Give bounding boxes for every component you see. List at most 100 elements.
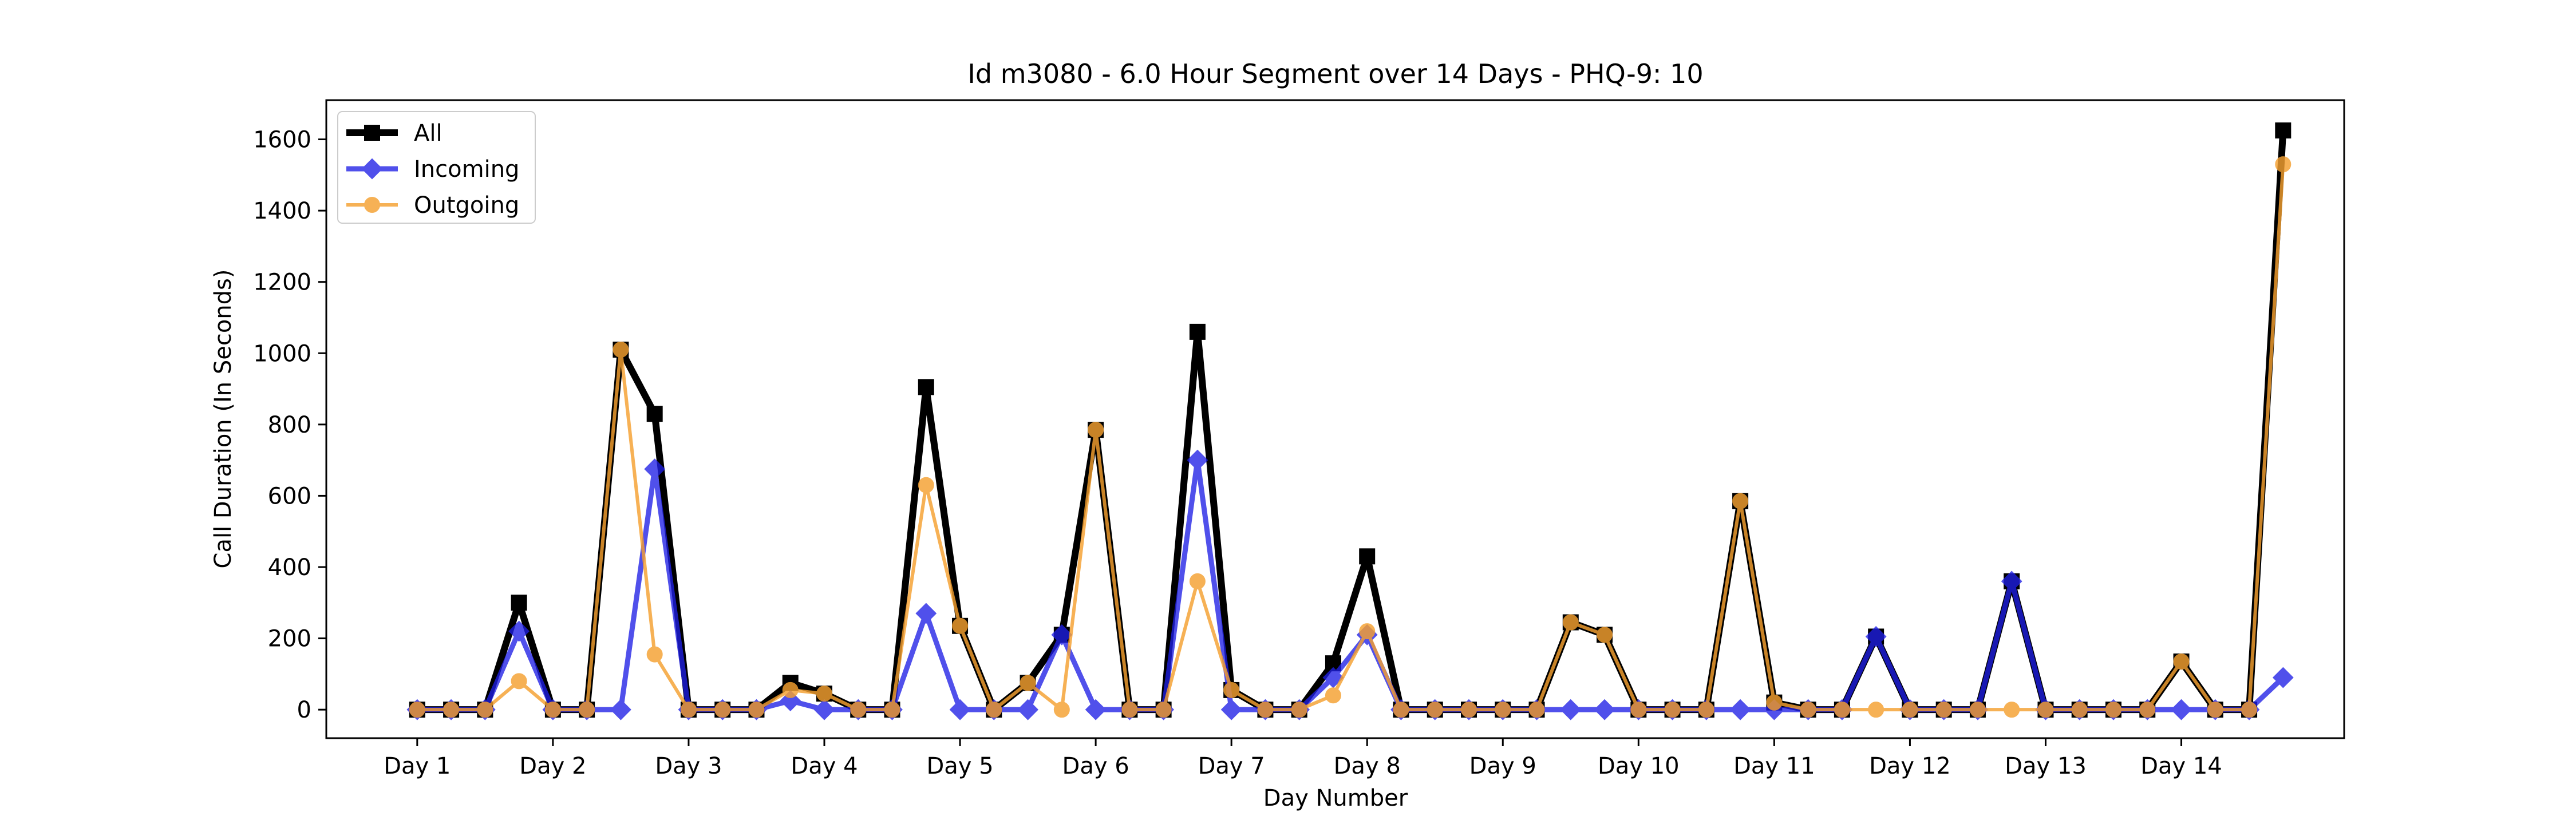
data-point [2105, 702, 2122, 718]
data-point [1322, 667, 1344, 688]
data-point [1732, 493, 1749, 509]
legend-label: All [414, 120, 442, 146]
data-point [1085, 699, 1107, 720]
data-point [2241, 702, 2258, 718]
data-point [1594, 699, 1615, 720]
data-point [1223, 682, 1240, 698]
y-axis: 0 200 400 600 800 1000 1200 1400 1600 [253, 127, 326, 723]
data-point [1560, 699, 1582, 720]
data-point [1155, 702, 1172, 718]
legend-item-all [346, 125, 398, 141]
data-point [2173, 653, 2190, 670]
data-point [646, 646, 663, 663]
y-axis-label: Call Duration (In Seconds) [210, 270, 236, 569]
data-point [2004, 702, 2020, 718]
data-point [850, 702, 867, 718]
x-tick-label: Day 2 [519, 753, 586, 779]
data-point [508, 620, 530, 642]
data-point [986, 702, 1002, 718]
legend-box [337, 111, 536, 224]
data-point [1121, 702, 1138, 718]
data-point [1630, 702, 1647, 718]
data-point [409, 702, 425, 718]
x-tick-label: Day 12 [1869, 753, 1951, 779]
data-point [1291, 702, 1307, 718]
y-tick-label: 1000 [253, 340, 311, 367]
data-point [1325, 687, 1341, 704]
data-point [1729, 699, 1751, 720]
data-point [816, 686, 832, 702]
data-point [1664, 702, 1681, 718]
y-tick-label: 1200 [253, 270, 311, 296]
data-point [1528, 702, 1545, 718]
legend: All Incoming Outgoing [337, 111, 536, 224]
data-point [813, 699, 835, 720]
x-tick-label: Day 11 [1733, 753, 1815, 779]
y-tick-label: 0 [297, 697, 311, 723]
data-point [2275, 122, 2291, 138]
data-point [443, 702, 460, 718]
legend-label: Incoming [414, 156, 519, 183]
data-point [646, 406, 663, 422]
chart-title: Id m3080 - 6.0 Hour Segment over 14 Days… [967, 58, 1703, 89]
y-tick-label: 1400 [253, 198, 311, 224]
y-tick-label: 400 [268, 554, 311, 581]
y-tick-label: 200 [268, 626, 311, 652]
data-point [1427, 702, 1443, 718]
data-point [1017, 699, 1038, 720]
data-point [579, 702, 595, 718]
data-point [714, 702, 731, 718]
data-point [1460, 702, 1477, 718]
series-all [409, 122, 2291, 718]
series-outgoing [409, 156, 2291, 718]
data-point [1495, 702, 1511, 718]
data-point [1051, 624, 1073, 645]
series-layer [406, 122, 2294, 720]
data-point [1800, 702, 1816, 718]
data-point [2275, 156, 2291, 173]
data-point [1088, 422, 1104, 438]
data-point [544, 702, 561, 718]
data-point [1189, 323, 1206, 340]
x-tick-label: Day 10 [1598, 753, 1680, 779]
data-point [918, 379, 934, 395]
data-point [1220, 699, 1242, 720]
data-point [2001, 571, 2022, 592]
x-tick-label: Day 7 [1198, 753, 1265, 779]
x-tick-label: Day 4 [791, 753, 858, 779]
legend-marker [364, 125, 380, 141]
data-point [680, 702, 697, 718]
legend-item-incoming [346, 158, 398, 180]
data-point [949, 699, 971, 720]
data-point [782, 682, 799, 698]
legend-label: Outgoing [414, 192, 519, 219]
data-point [644, 458, 666, 480]
data-point [2037, 702, 2054, 718]
plot-frame [325, 99, 2345, 739]
x-tick-label: Day 3 [655, 753, 722, 779]
data-point [2207, 702, 2223, 718]
x-tick-label: Day 5 [926, 753, 993, 779]
data-point [1359, 623, 1376, 640]
data-point [1187, 449, 1208, 471]
data-point [1865, 626, 1887, 647]
series-line [417, 457, 2285, 712]
data-point [748, 702, 765, 718]
data-point [952, 617, 969, 634]
data-point [1902, 702, 1918, 718]
data-point [1053, 702, 1070, 718]
data-point [2139, 702, 2156, 718]
data-point [477, 702, 493, 718]
data-point [511, 595, 527, 611]
y-tick-label: 1600 [253, 127, 311, 153]
data-point [918, 477, 934, 493]
data-point [884, 702, 900, 718]
x-tick-label: Day 1 [384, 753, 451, 779]
data-point [2272, 667, 2294, 688]
x-tick-label: Day 6 [1062, 753, 1129, 779]
legend-item-outgoing [346, 197, 398, 213]
data-point [511, 673, 527, 690]
data-point [1393, 702, 1409, 718]
data-point [1562, 614, 1579, 631]
x-tick-label: Day 8 [1334, 753, 1401, 779]
